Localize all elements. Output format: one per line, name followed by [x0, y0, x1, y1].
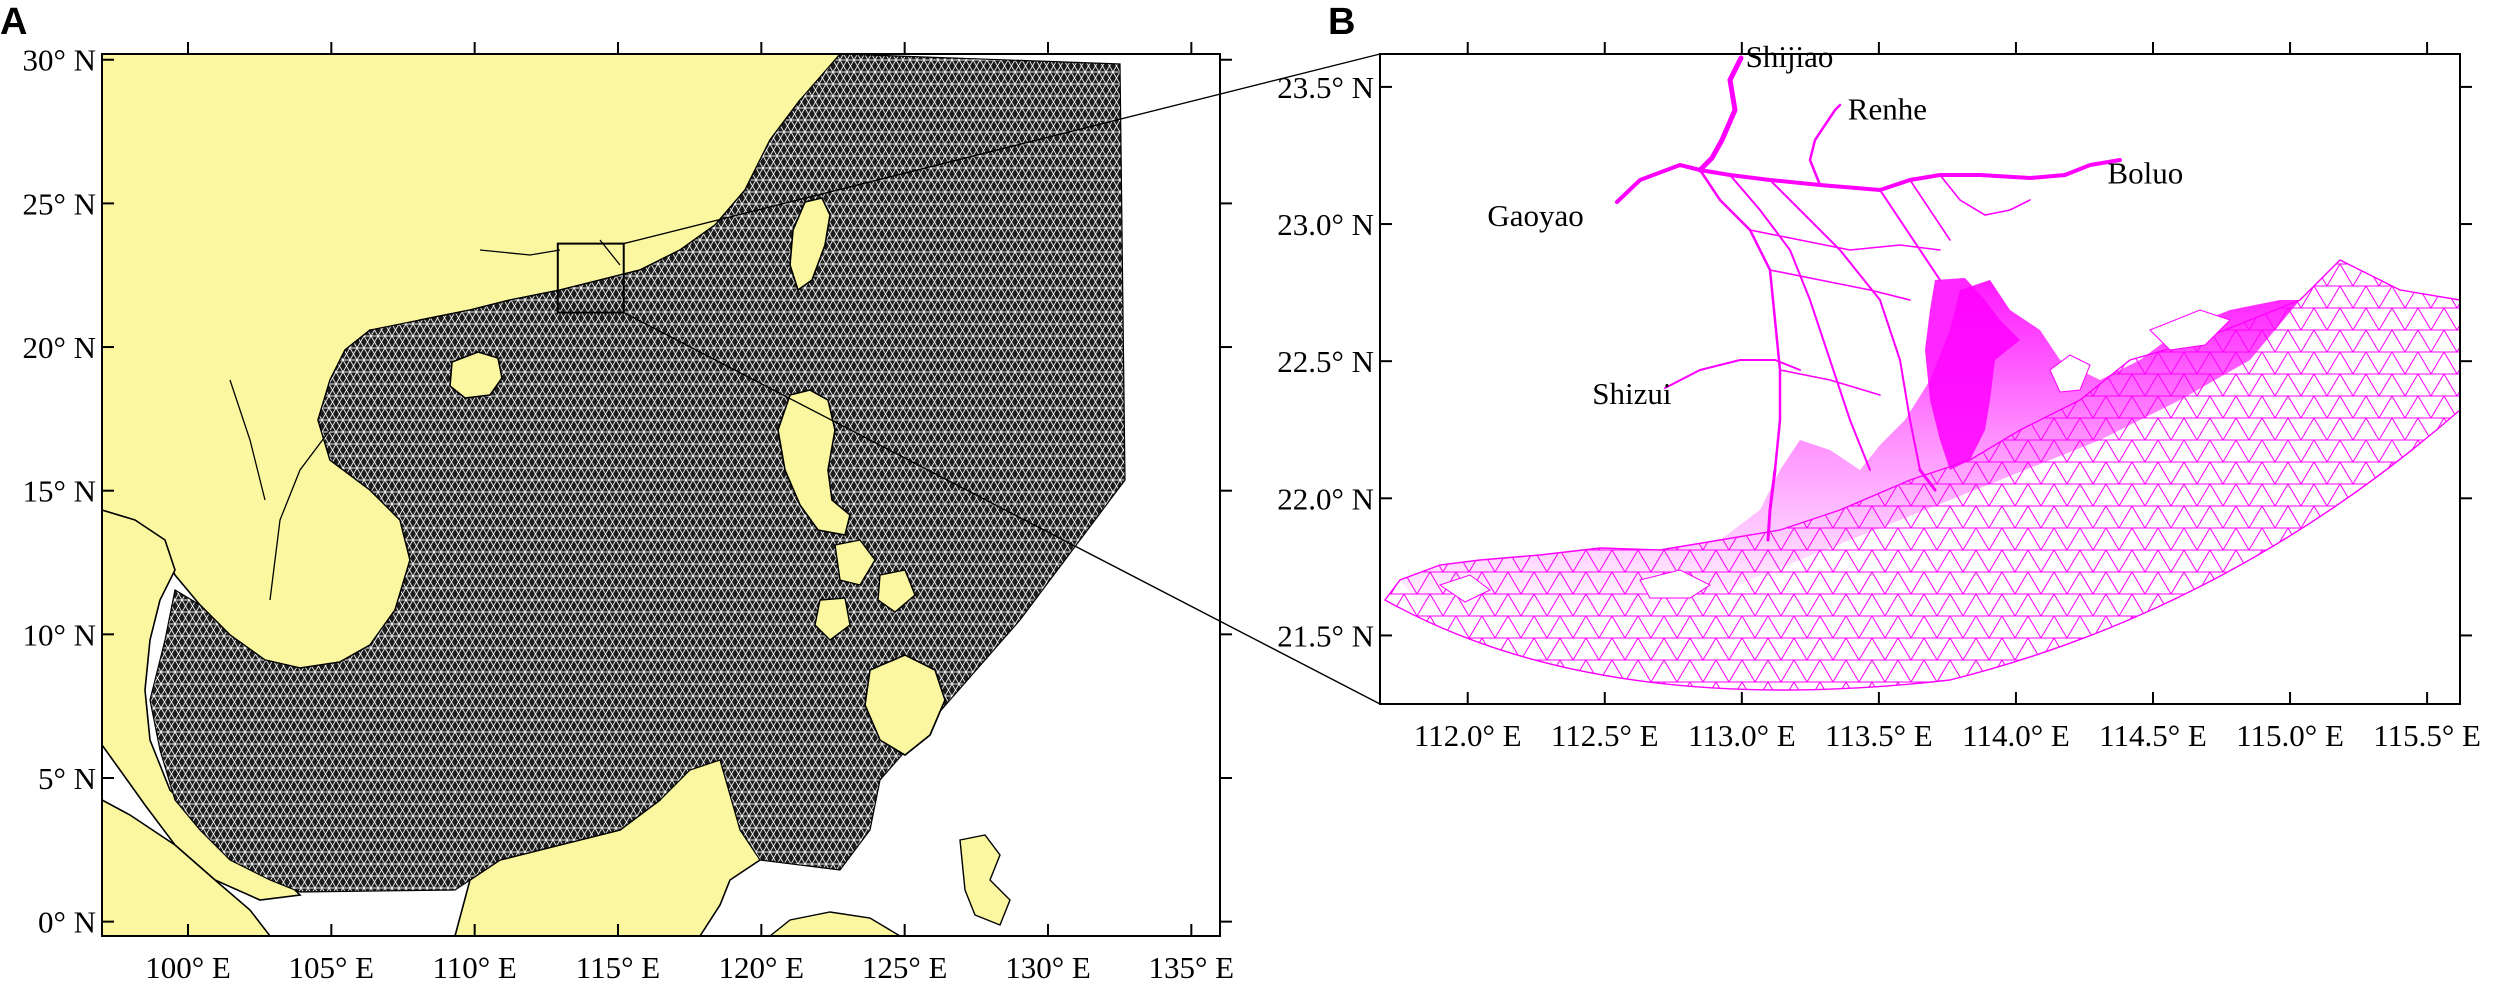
rivers	[229, 239, 621, 601]
station-label-gaoyao: Gaoyao	[1487, 198, 1583, 233]
x-tick-label: 113.0° E	[1688, 718, 1796, 753]
y-tick-label: 23.5° N	[1277, 70, 1374, 105]
panel-a-label: A	[0, 1, 27, 43]
x-tick-label: 100° E	[145, 950, 231, 981]
x-tick-label: 125° E	[862, 950, 948, 981]
x-tick-label: 113.5° E	[1825, 718, 1933, 753]
panel-b-y-axis: 21.5° N 22.0° N 22.5° N 23.0° N 23.5° N	[1277, 70, 2472, 653]
x-tick-label: 115.0° E	[2236, 718, 2344, 753]
y-tick-label: 5° N	[38, 761, 96, 796]
land-sumatra	[102, 799, 272, 936]
panel-b-label: B	[1328, 1, 1355, 43]
x-tick-label: 115° E	[576, 950, 660, 981]
zoom-connector-bottom	[623, 311, 1381, 705]
station-labels: Shijiao Renhe Boluo Gaoyao Shizui	[1487, 39, 2183, 411]
y-tick-label: 21.5° N	[1277, 618, 1374, 653]
y-tick-label: 10° N	[22, 617, 96, 652]
panel-b-x-axis: 112.0° E 112.5° E 113.0° E 113.5° E 114.0° E…	[1414, 42, 2481, 753]
y-tick-label: 15° N	[22, 474, 96, 509]
x-tick-label: 115.5° E	[2373, 718, 2481, 753]
y-tick-label: 25° N	[22, 186, 96, 221]
inset-location-box	[556, 242, 625, 314]
station-label-shizui: Shizui	[1592, 376, 1672, 411]
panel-b-frame	[1379, 53, 2461, 705]
x-tick-label: 114.5° E	[2099, 718, 2207, 753]
station-label-renhe: Renhe	[1848, 91, 1927, 126]
model-mesh-estuary	[1925, 278, 2020, 470]
panel-a-y-axis: 0° N 5° N 10° N 15° N 20° N 25° N 30° N	[22, 43, 1232, 940]
station-label-shijiao: Shijiao	[1746, 39, 1834, 74]
panel-a-x-axis: 100° E 105° E 110° E 115° E 120° E 125° E 130°…	[145, 42, 1234, 981]
model-mesh-dense	[1400, 280, 2300, 620]
land-java	[768, 911, 902, 936]
y-tick-label: 0° N	[38, 905, 96, 940]
panel-b-map: B	[1277, 1, 2481, 753]
x-tick-label: 130° E	[1005, 950, 1091, 981]
x-tick-label: 135° E	[1149, 950, 1235, 981]
x-tick-label: 110° E	[432, 950, 516, 981]
zoom-connector-top	[623, 53, 1381, 245]
river-network	[1615, 55, 2122, 542]
y-tick-label: 20° N	[22, 330, 96, 365]
land-sulawesi	[959, 834, 1011, 926]
x-tick-label: 112.0° E	[1414, 718, 1522, 753]
y-tick-label: 23.0° N	[1277, 207, 1374, 242]
y-tick-label: 22.5° N	[1277, 344, 1374, 379]
x-tick-label: 105° E	[289, 950, 375, 981]
y-tick-label: 30° N	[22, 43, 96, 78]
y-tick-label: 22.0° N	[1277, 481, 1374, 516]
station-label-boluo: Boluo	[2107, 155, 2183, 190]
panel-a-map: A	[0, 1, 1381, 981]
x-tick-label: 112.5° E	[1551, 718, 1659, 753]
x-tick-label: 120° E	[719, 950, 805, 981]
panel-a-frame	[101, 53, 1221, 937]
x-tick-label: 114.0° E	[1962, 718, 2070, 753]
